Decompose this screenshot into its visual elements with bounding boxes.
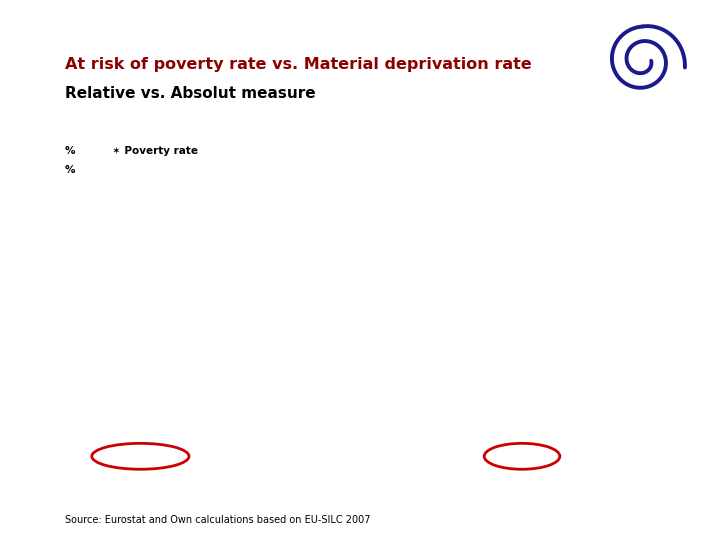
- Text: Source: Eurostat and Own calculations based on EU-SILC 2007: Source: Eurostat and Own calculations ba…: [65, 515, 370, 525]
- Text: ✶ Poverty rate: ✶ Poverty rate: [112, 146, 197, 156]
- Text: %: %: [65, 146, 76, 156]
- Text: %: %: [65, 165, 76, 175]
- Text: At risk of poverty rate vs. Material deprivation rate: At risk of poverty rate vs. Material dep…: [65, 57, 531, 72]
- Text: Relative vs. Absolut measure: Relative vs. Absolut measure: [65, 86, 315, 102]
